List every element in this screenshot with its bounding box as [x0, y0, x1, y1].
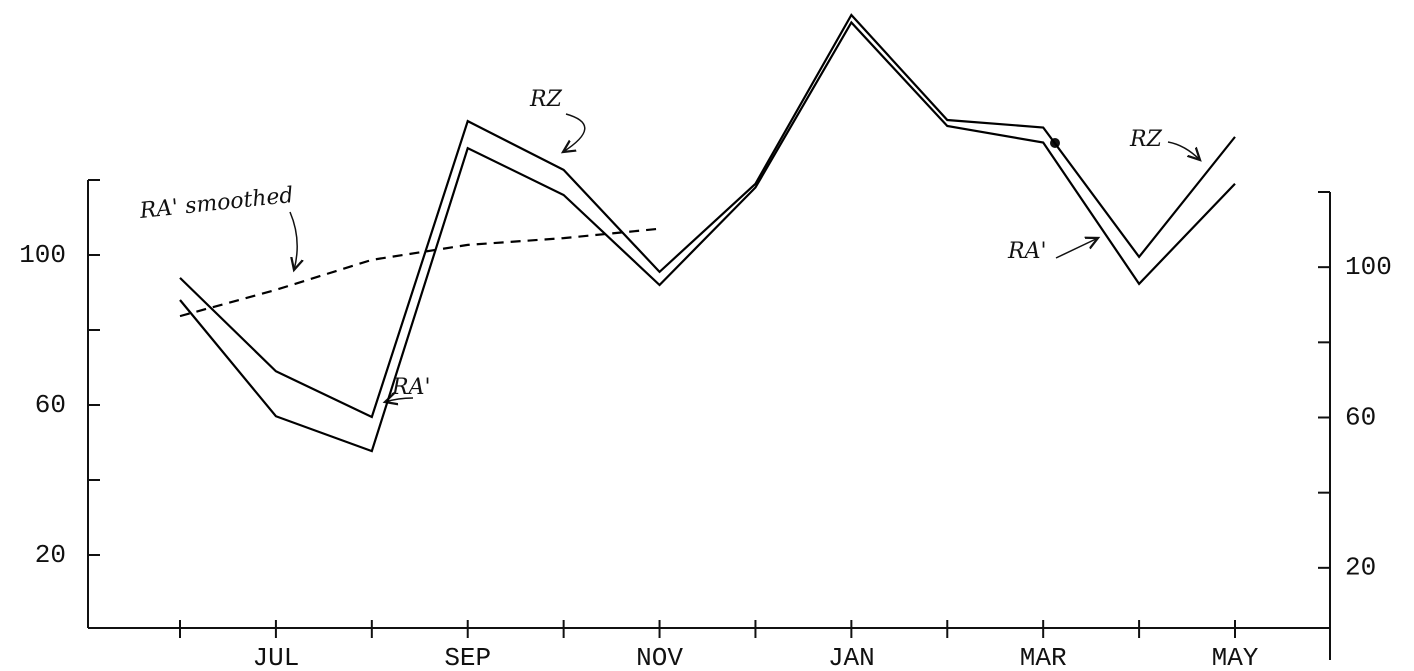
annotation: RZ: [529, 87, 563, 112]
x-tick-label: NOV: [636, 643, 683, 671]
x-tick-label: SEP: [444, 643, 491, 671]
series-line: [179, 13, 1236, 419]
annotation: RA': [391, 375, 431, 400]
arrow: [289, 211, 297, 270]
annotation: RA': [1007, 239, 1047, 264]
y2-tick-label: 60: [1345, 402, 1376, 432]
x-tick-label: JAN: [828, 643, 875, 671]
y-tick-label: 100: [19, 240, 66, 270]
y2-tick-label: 20: [1345, 553, 1376, 583]
annotation: RZ: [1129, 127, 1163, 152]
arrow: [1167, 141, 1200, 160]
x-tick-label: JUL: [253, 643, 300, 671]
y2-tick-label: 100: [1345, 252, 1392, 282]
y-tick-label: 60: [35, 390, 66, 420]
series-line: [179, 20, 1236, 453]
y-tick-label: 20: [35, 540, 66, 570]
arrow: [563, 113, 586, 152]
x-tick-label: MAY: [1212, 643, 1259, 671]
x-tick-label: MAR: [1020, 643, 1067, 671]
annotation: RA' smoothed: [138, 183, 295, 224]
series-line: [179, 227, 660, 318]
arrow: [1055, 238, 1098, 259]
